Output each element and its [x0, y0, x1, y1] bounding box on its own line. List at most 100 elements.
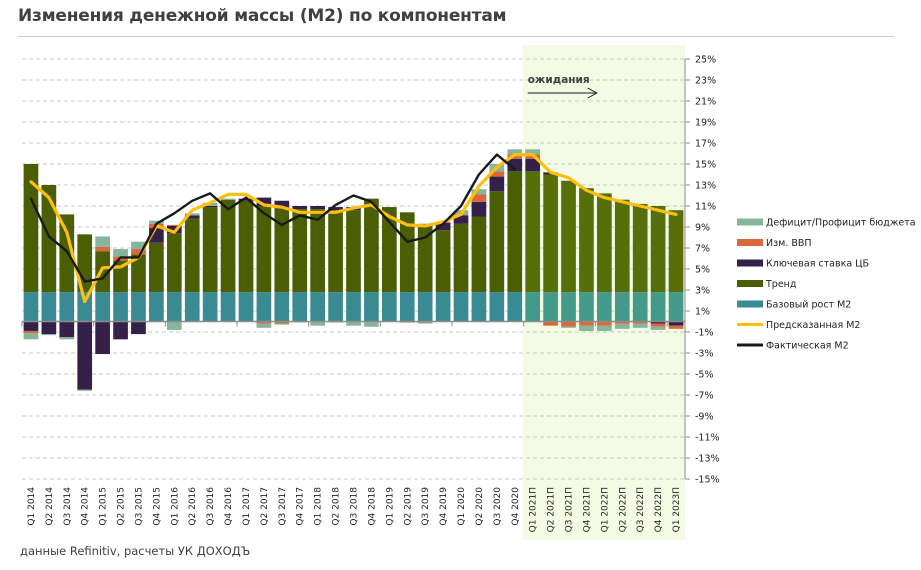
x-tick-label: Q3 2016: [206, 487, 216, 526]
y-tick-label: 5%: [695, 265, 710, 276]
x-tick-label: Q1 2014: [27, 487, 37, 526]
bar-gdp: [166, 224, 182, 226]
bar-base: [489, 292, 505, 322]
bar-budget: [614, 323, 630, 329]
bar-base: [453, 292, 469, 322]
bar-trend: [23, 164, 39, 293]
y-tick-label: 25%: [695, 55, 716, 66]
legend-swatch-gdp: [737, 239, 763, 246]
bar-trend: [561, 180, 576, 293]
bar-trend: [453, 223, 469, 293]
bar-gdp: [668, 325, 684, 329]
x-tick-label: Q2 2015: [117, 487, 127, 526]
bar-gdp: [507, 154, 523, 159]
bar-base: [597, 292, 612, 322]
bar-trend: [310, 209, 326, 293]
x-tick-label: Q3 2018: [350, 487, 360, 526]
bar-base: [59, 292, 75, 322]
bar-trend: [184, 218, 200, 293]
bar-base: [507, 292, 523, 322]
bar-trend: [256, 206, 272, 293]
y-tick-label: 17%: [695, 139, 716, 150]
bar-gdp: [23, 330, 39, 334]
bar-budget: [220, 198, 236, 200]
x-tick-label: Q2 2016: [188, 487, 198, 526]
bar-gdp: [632, 321, 648, 324]
bar-gdp: [471, 194, 487, 202]
bar-budget: [256, 323, 272, 328]
bar-keyrate: [507, 158, 523, 172]
x-tick-label: Q3 2014: [63, 487, 73, 526]
bar-base: [525, 292, 541, 322]
bar-gdp: [489, 171, 505, 177]
bar-keyrate: [59, 321, 75, 338]
bar-base: [202, 292, 218, 322]
x-tick-label: Q4 2022П: [654, 487, 664, 532]
x-tick-label: Q4 2020: [511, 487, 521, 526]
bar-gdp: [256, 321, 272, 324]
bar-base: [149, 292, 164, 322]
bar-budget: [597, 325, 612, 331]
bar-keyrate: [650, 321, 666, 324]
bar-keyrate: [77, 321, 93, 390]
x-tick-label: Q4 2014: [81, 487, 91, 526]
bar-base: [166, 292, 182, 322]
bar-keyrate: [328, 207, 343, 211]
x-tick-label: Q3 2022П: [636, 487, 646, 532]
legend-swatch-keyrate: [737, 259, 763, 267]
legend: Дефицит/Профицит бюджета Изм. ВВП Ключевая…: [737, 218, 916, 352]
y-tick-label: 11%: [695, 202, 716, 213]
bar-trend: [543, 174, 558, 293]
bar-budget: [471, 189, 487, 195]
y-tick-label: -7%: [695, 391, 714, 402]
bar-budget: [579, 325, 594, 331]
x-tick-label: Q4 2019: [439, 487, 449, 526]
x-tick-label: Q3 2020: [493, 487, 503, 526]
bar-trend: [328, 210, 343, 293]
bar-base: [328, 292, 343, 322]
y-tick-label: -1%: [695, 328, 714, 339]
bar-budget: [364, 321, 379, 327]
bar-budget: [310, 321, 326, 326]
x-tick-label: Q4 2015: [152, 487, 162, 526]
x-tick-label: Q1 2023П: [672, 487, 682, 532]
bar-base: [113, 292, 128, 322]
arrow-right-icon: [587, 87, 598, 99]
x-tick-label: Q2 2018: [332, 487, 342, 526]
bar-budget: [346, 321, 361, 326]
bar-keyrate: [471, 201, 487, 217]
chart-title: Изменения денежной массы (М2) по компоне…: [18, 6, 507, 26]
x-tick-labels: Q1 2014 Q2 2014 Q3 2014 Q4 2014 Q1 2015 Q2 20…: [27, 487, 682, 533]
annotation: ожидания: [527, 74, 598, 99]
bar-keyrate: [41, 321, 57, 335]
x-tick-label: Q2 2022П: [618, 487, 628, 532]
bar-gdp: [95, 246, 110, 252]
bar-base: [364, 292, 379, 322]
annotation-label: ожидания: [528, 74, 590, 86]
y-tick-label: 13%: [695, 181, 716, 192]
bar-trend: [435, 230, 451, 293]
bar-gdp: [274, 321, 290, 324]
bar-base: [238, 292, 254, 322]
bar-base: [435, 292, 451, 322]
bar-trend: [507, 171, 523, 293]
bar-base: [23, 292, 39, 322]
bar-keyrate: [435, 222, 451, 231]
bar-keyrate: [256, 197, 272, 206]
bar-base: [614, 292, 630, 322]
x-tick-label: Q1 2021П: [529, 487, 539, 532]
bar-keyrate: [668, 321, 684, 326]
x-tick-label: Q3 2017: [278, 487, 288, 526]
bar-base: [184, 292, 200, 322]
bar-budget: [166, 321, 182, 330]
bar-keyrate: [310, 206, 326, 210]
bar-trend: [149, 242, 164, 293]
bar-gdp: [650, 323, 666, 327]
bar-keyrate: [184, 215, 200, 219]
bar-keyrate: [95, 321, 110, 355]
legend-label-keyrate: Ключевая ставка ЦБ: [766, 259, 869, 270]
bar-trend: [220, 199, 236, 293]
y-tick-label: -11%: [695, 433, 720, 444]
bar-keyrate: [525, 158, 541, 172]
bar-gdp: [579, 321, 594, 326]
